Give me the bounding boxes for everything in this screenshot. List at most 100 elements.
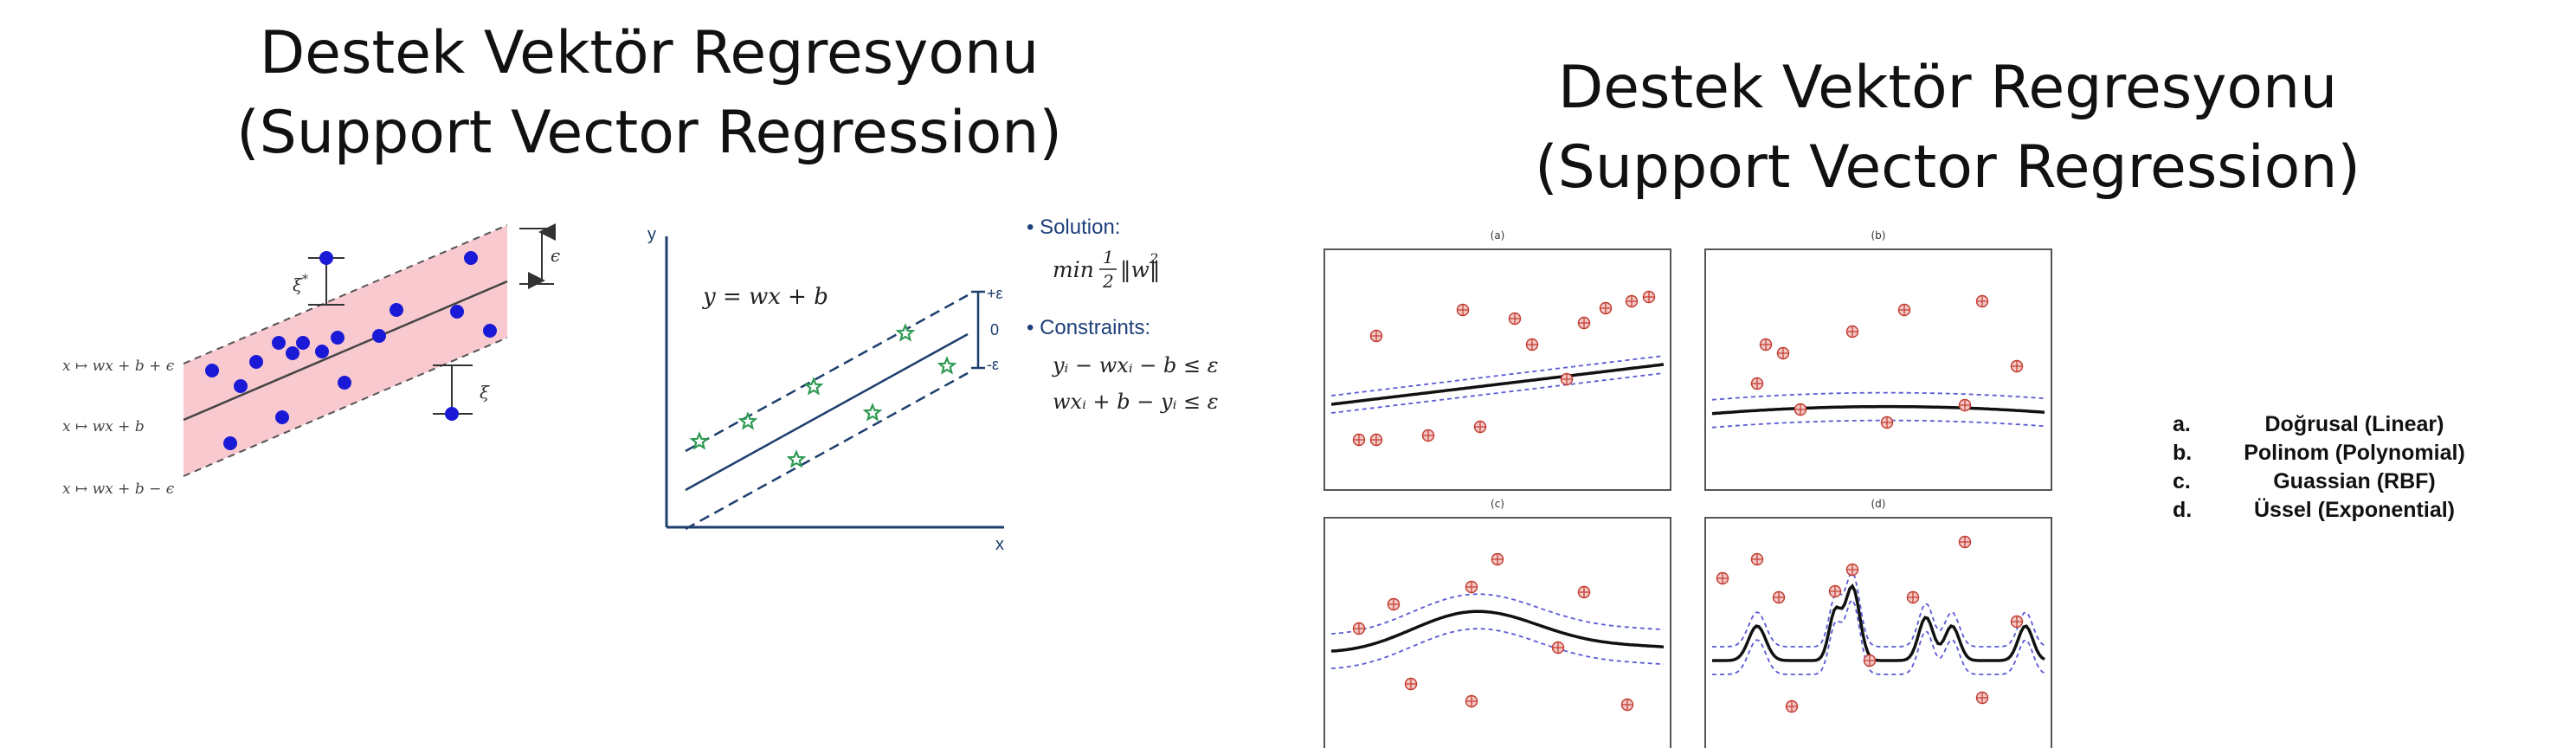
legend-item-rbf: c. Guassian (RBF)	[2173, 469, 2571, 498]
star-point	[895, 323, 916, 342]
data-marker	[1369, 329, 1383, 343]
data-marker	[1906, 590, 1920, 604]
star-point	[689, 431, 710, 450]
data-marker	[1387, 597, 1401, 611]
objective-min: min	[1053, 257, 1094, 282]
data-marker	[1599, 301, 1613, 315]
svr-formulation: • Solution: min 1 2 ‖w‖ 2 • Constraints:…	[1027, 216, 1219, 414]
band-point	[445, 407, 459, 421]
legend-item-linear: a. Doğrusal (Linear)	[2173, 412, 2571, 441]
data-marker	[1794, 403, 1807, 416]
linear-svr-plot: y x y = wx + b +ε 0 -ε	[647, 225, 1004, 554]
fit-curve	[1712, 584, 2045, 662]
legend-letter: c.	[2173, 469, 2191, 493]
epsilon-label: ϵ	[551, 245, 560, 266]
solution-label: • Solution:	[1027, 216, 1120, 239]
data-marker	[1642, 290, 1656, 304]
left-title-line2: (Support Vector Regression)	[236, 99, 1062, 167]
band-point	[286, 346, 299, 360]
data-marker	[1845, 325, 1859, 339]
upper-margin-line	[685, 293, 969, 453]
legend-text: Üssel (Exponential)	[2254, 498, 2455, 522]
data-marker	[2010, 615, 2024, 629]
data-marker	[1958, 535, 1972, 549]
band-point	[331, 331, 345, 345]
fit-curve	[1330, 609, 1665, 653]
fit-curve	[1711, 404, 2045, 416]
band-point	[338, 376, 351, 390]
legend-text: Polinom (Polynomial)	[2244, 441, 2465, 465]
data-marker	[1828, 584, 1842, 598]
data-marker	[1750, 377, 1764, 390]
data-marker	[1772, 590, 1786, 604]
data-marker	[1491, 552, 1504, 566]
upper-margin-curve	[1330, 355, 1665, 397]
data-marker	[2010, 359, 2024, 373]
right-slide: Destek Vektör Regresyonu (Support Vector…	[1272, 0, 2576, 748]
xi-label: ξ	[480, 382, 490, 403]
band-point	[205, 364, 219, 377]
data-marker	[1421, 429, 1435, 442]
data-marker	[1577, 585, 1591, 599]
minus-epsilon-label: -ε	[987, 356, 999, 373]
xi-star-base: ξ	[293, 274, 303, 295]
upper-band-label: x ↦ wx + b + ϵ	[62, 358, 175, 375]
objective-numerator: 1	[1103, 247, 1114, 268]
objective-square: 2	[1149, 250, 1158, 267]
objective-norm: ‖w‖	[1120, 257, 1160, 283]
upper-margin-curve	[1711, 391, 2045, 401]
legend-letter: a.	[2173, 412, 2191, 436]
panel-label: (c)	[1491, 498, 1504, 510]
band-point	[450, 305, 464, 319]
data-marker	[1750, 552, 1764, 566]
fit-line	[685, 332, 969, 492]
data-marker	[1352, 622, 1366, 635]
band-point	[315, 345, 329, 358]
regression-line	[183, 280, 508, 422]
lower-dashed-line	[183, 337, 508, 477]
legend-item-polynomial: b. Polinom (Polynomial)	[2173, 441, 2571, 469]
data-marker	[1975, 691, 1989, 705]
legend-item-exponential: d. Üssel (Exponential)	[2173, 498, 2571, 526]
lower-margin-line	[685, 371, 969, 531]
data-marker	[1465, 580, 1478, 594]
band-point	[319, 251, 333, 265]
objective-denominator: 2	[1102, 271, 1114, 292]
band-data-points	[205, 251, 497, 450]
panel-label: (b)	[1871, 229, 1886, 242]
legend-letter: b.	[2173, 441, 2193, 465]
data-marker	[1369, 433, 1383, 447]
lower-margin-curve	[1712, 598, 2045, 675]
data-marker	[1776, 346, 1790, 360]
kernel-panel-exponential: (d)	[1704, 498, 2052, 748]
band-point	[272, 336, 286, 350]
legend-text: Guassian (RBF)	[2273, 469, 2436, 493]
data-marker	[1785, 700, 1799, 713]
data-marker	[1560, 372, 1574, 386]
data-marker	[1845, 563, 1859, 577]
data-marker	[1525, 338, 1539, 351]
lower-margin-curve	[1330, 628, 1665, 669]
upper-dashed-line	[183, 224, 508, 364]
constraint-1: yᵢ − wxᵢ − b ≤ ε	[1052, 353, 1219, 377]
star-point	[862, 403, 883, 422]
legend-letter: d.	[2173, 498, 2193, 522]
right-title-line2: (Support Vector Regression)	[1535, 133, 2360, 202]
plus-epsilon-label: +ε	[987, 285, 1003, 302]
data-marker	[1716, 571, 1729, 585]
data-marker	[1958, 398, 1972, 412]
data-marker	[1404, 677, 1418, 691]
star-point	[786, 449, 807, 468]
epsilon-band-diagram: ϵ ξ* ξ x ↦ wx + b + ϵ x ↦ wx + b x ↦ wx …	[62, 223, 560, 498]
data-marker	[1577, 316, 1591, 330]
linear-plot-points	[689, 323, 957, 468]
right-title-line1: Destek Vektör Regresyonu	[1557, 54, 2338, 122]
y-axis-label: y	[647, 225, 656, 244]
upper-margin-curve	[1330, 593, 1665, 635]
data-marker	[1863, 654, 1877, 667]
x-axis-label: x	[995, 535, 1004, 554]
right-slide-title: Destek Vektör Regresyonu (Support Vector…	[1506, 48, 2389, 208]
band-point	[249, 355, 263, 369]
fit-curve	[1330, 363, 1665, 406]
middle-line-label: x ↦ wx + b	[62, 418, 145, 435]
